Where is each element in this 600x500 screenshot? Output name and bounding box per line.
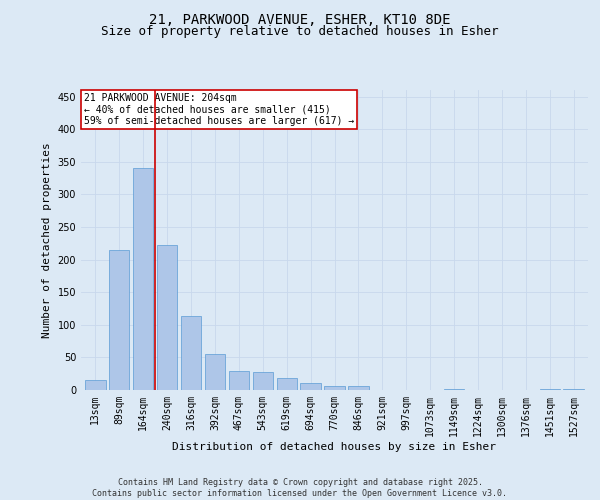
Text: Contains HM Land Registry data © Crown copyright and database right 2025.
Contai: Contains HM Land Registry data © Crown c…	[92, 478, 508, 498]
Text: 21 PARKWOOD AVENUE: 204sqm
← 40% of detached houses are smaller (415)
59% of sem: 21 PARKWOOD AVENUE: 204sqm ← 40% of deta…	[83, 93, 354, 126]
Y-axis label: Number of detached properties: Number of detached properties	[42, 142, 52, 338]
Bar	[563, 388, 584, 390]
Bar	[157, 245, 177, 390]
Bar	[109, 250, 130, 390]
Text: 21, PARKWOOD AVENUE, ESHER, KT10 8DE: 21, PARKWOOD AVENUE, ESHER, KT10 8DE	[149, 12, 451, 26]
Bar	[301, 384, 321, 390]
Bar	[325, 386, 344, 390]
Bar	[253, 372, 273, 390]
Bar	[229, 371, 249, 390]
Bar	[444, 388, 464, 390]
Bar	[205, 354, 225, 390]
Bar	[85, 380, 106, 390]
Bar	[348, 386, 368, 390]
Bar	[539, 388, 560, 390]
Bar	[277, 378, 297, 390]
Bar	[133, 168, 154, 390]
Text: Size of property relative to detached houses in Esher: Size of property relative to detached ho…	[101, 25, 499, 38]
X-axis label: Distribution of detached houses by size in Esher: Distribution of detached houses by size …	[173, 442, 497, 452]
Bar	[181, 316, 201, 390]
